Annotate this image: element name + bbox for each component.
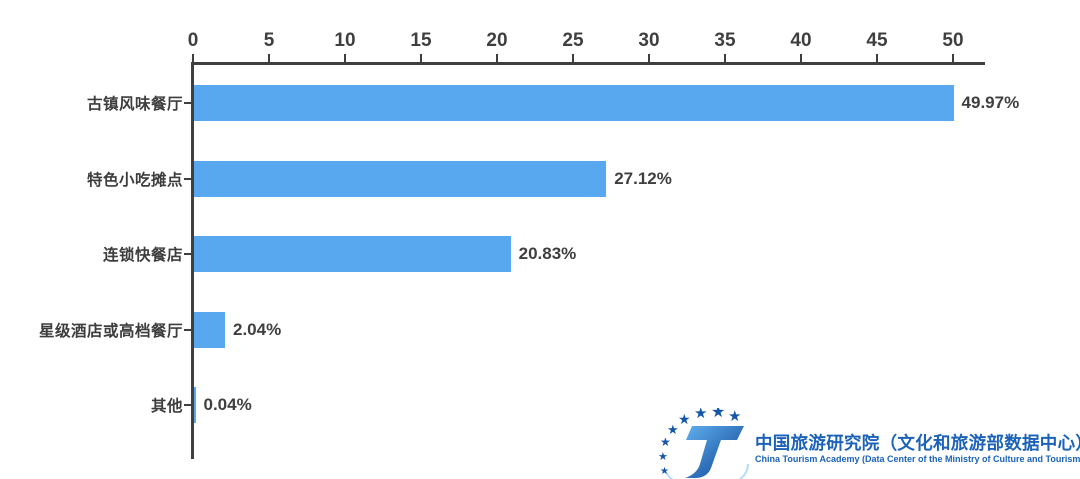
x-axis-tick — [800, 54, 802, 62]
x-axis-tick — [724, 54, 726, 62]
bar — [194, 160, 607, 197]
svg-text:★: ★ — [678, 412, 691, 428]
category-label: 星级酒店或高档餐厅 — [38, 322, 183, 340]
org-name-english: China Tourism Academy (Data Center of th… — [755, 454, 1080, 464]
svg-text:★: ★ — [728, 408, 741, 425]
x-axis-tick — [876, 54, 878, 62]
x-axis-tick — [420, 54, 422, 62]
svg-text:★: ★ — [667, 423, 679, 438]
svg-text:★: ★ — [660, 466, 669, 477]
x-axis-tick-label: 15 — [410, 30, 432, 51]
y-axis-line — [191, 62, 194, 459]
x-axis-tick-label: 0 — [187, 30, 199, 51]
x-axis-tick-label: 5 — [263, 30, 275, 51]
logo-stars: ★ ★ ★ ★ ★ ★ ★ ★ — [658, 408, 741, 477]
category-label: 其他 — [150, 398, 183, 415]
x-axis-tick — [572, 54, 574, 62]
bar — [194, 236, 511, 272]
bar — [194, 311, 225, 348]
x-axis-tick — [268, 54, 270, 62]
bar — [194, 387, 196, 423]
bar-value-label: 49.97% — [961, 93, 1020, 112]
category-label: 连锁快餐店 — [102, 247, 183, 264]
x-axis-tick — [952, 54, 954, 62]
x-axis-tick-label: 30 — [638, 30, 660, 51]
china-tourism-academy-logo-icon: ★ ★ ★ ★ ★ ★ ★ ★ — [658, 408, 750, 479]
y-axis-tick — [184, 177, 191, 180]
y-axis-tick — [184, 404, 191, 406]
x-axis-line — [191, 62, 985, 65]
logo-letter-t — [685, 426, 744, 478]
bar-value-label: 27.12% — [614, 168, 672, 188]
bar-value-label: 2.04% — [233, 319, 282, 339]
bar — [194, 85, 954, 121]
x-axis-tick — [648, 54, 650, 62]
x-axis-tick — [344, 54, 346, 62]
x-axis-tick-label: 45 — [866, 30, 888, 51]
y-axis-tick — [184, 328, 191, 331]
x-axis-tick-label: 35 — [714, 30, 736, 51]
x-axis-tick-label: 20 — [486, 30, 508, 51]
branding-block: ★ ★ ★ ★ ★ ★ ★ ★ 中国旅游研究院（文化和旅游部数据中心） Chin… — [658, 408, 1080, 479]
y-axis-tick — [184, 253, 191, 255]
logo-ellipse-arc — [665, 463, 750, 479]
svg-text:★: ★ — [658, 450, 668, 463]
category-label: 古镇风味餐厅 — [86, 96, 183, 113]
svg-text:★: ★ — [694, 408, 707, 422]
x-axis-tick-label: 50 — [942, 30, 964, 51]
bar-value-label: 20.83% — [518, 244, 577, 263]
x-axis-tick-label: 40 — [790, 30, 812, 51]
x-axis-tick — [496, 54, 498, 62]
svg-text:★: ★ — [711, 408, 725, 421]
svg-text:★: ★ — [660, 435, 671, 449]
x-axis-tick-label: 25 — [562, 30, 584, 51]
x-axis-tick — [192, 54, 194, 62]
org-name-chinese: 中国旅游研究院（文化和旅游部数据中心） — [755, 433, 1080, 453]
x-axis-tick-label: 10 — [334, 30, 356, 51]
y-axis-tick — [184, 102, 191, 104]
bar-value-label: 0.04% — [203, 395, 252, 414]
category-label: 特色小吃摊点 — [86, 171, 183, 189]
